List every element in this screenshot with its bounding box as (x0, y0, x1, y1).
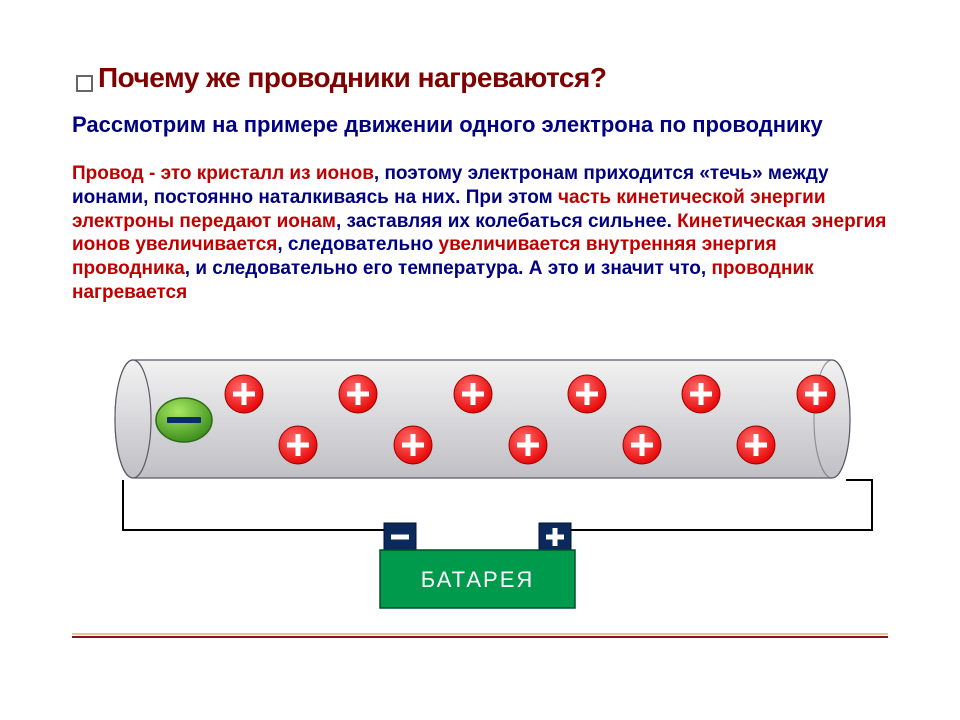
wire (123, 480, 872, 530)
ion-icon (454, 375, 492, 413)
ion-icon (394, 426, 432, 464)
conductor-diagram: БАТАРЕЯ (0, 340, 960, 680)
slide-subtitle: Рассмотрим на примере движении одного эл… (72, 112, 823, 138)
ion-icon (682, 375, 720, 413)
ion-icon (623, 426, 661, 464)
body-span: , и следовательно его температура. А это… (185, 258, 712, 279)
ion-icon (279, 426, 317, 464)
body-text: Провод - это кристалл из ионов, поэтому … (72, 162, 892, 305)
ion-icon (797, 375, 835, 413)
body-span: , следовательно (277, 234, 438, 255)
ion-icon (509, 426, 547, 464)
ion-icon (568, 375, 606, 413)
ion-icon (339, 375, 377, 413)
body-span: , заставляя их колебаться сильнее. (336, 211, 677, 232)
conductor-cap-left (115, 360, 151, 478)
slide: Почему же проводники нагреваются? Рассмо… (0, 0, 960, 720)
electron-minus-icon (167, 417, 201, 423)
ion-icon (737, 426, 775, 464)
body-highlight: Провод - это кристалл из ионов (72, 163, 374, 184)
title-bullet-icon (76, 75, 93, 92)
battery-label: БАТАРЕЯ (421, 567, 535, 592)
slide-title: Почему же проводники нагреваются? (98, 62, 606, 94)
ion-icon (225, 375, 263, 413)
